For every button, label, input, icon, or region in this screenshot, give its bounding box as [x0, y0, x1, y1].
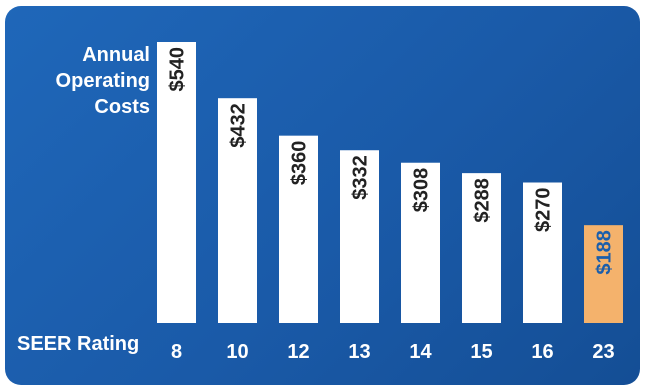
bar-value-label-10: $432 [228, 103, 250, 148]
x-tick-label-15: 15 [470, 341, 492, 363]
bar-value-label-12: $360 [289, 141, 311, 186]
bar-seer-13 [340, 150, 379, 323]
x-tick-label-12: 12 [287, 341, 309, 363]
x-tick-label-14: 14 [409, 341, 432, 363]
x-tick-label-23: 23 [592, 341, 614, 363]
x-axis-title: SEER Rating [17, 333, 140, 355]
bar-seer-10 [218, 98, 257, 323]
x-tick-label-16: 16 [531, 341, 553, 363]
y-axis-title-line-2: Operating [55, 70, 150, 92]
bar-seer-8 [157, 42, 196, 323]
y-axis-title-line-3: Costs [94, 96, 150, 118]
bar-value-label-8: $540 [167, 47, 189, 92]
x-tick-label-8: 8 [171, 341, 182, 363]
bar-value-label-23: $188 [594, 230, 616, 274]
bar-seer-16 [523, 182, 562, 323]
bar-value-label-13: $332 [350, 155, 372, 200]
bar-seer-12 [279, 135, 318, 323]
bar-value-label-14: $308 [411, 168, 433, 213]
bar-value-label-16: $270 [533, 188, 555, 233]
bar-seer-14 [401, 162, 440, 323]
x-tick-label-13: 13 [348, 341, 370, 363]
x-tick-label-10: 10 [226, 341, 248, 363]
bar-seer-23 [584, 225, 623, 323]
bar-seer-15 [462, 173, 501, 323]
y-axis-title-line-1: Annual [82, 44, 150, 66]
y-axis-title: Annual Operating Costs [22, 42, 150, 120]
bar-value-label-15: $288 [472, 178, 494, 223]
